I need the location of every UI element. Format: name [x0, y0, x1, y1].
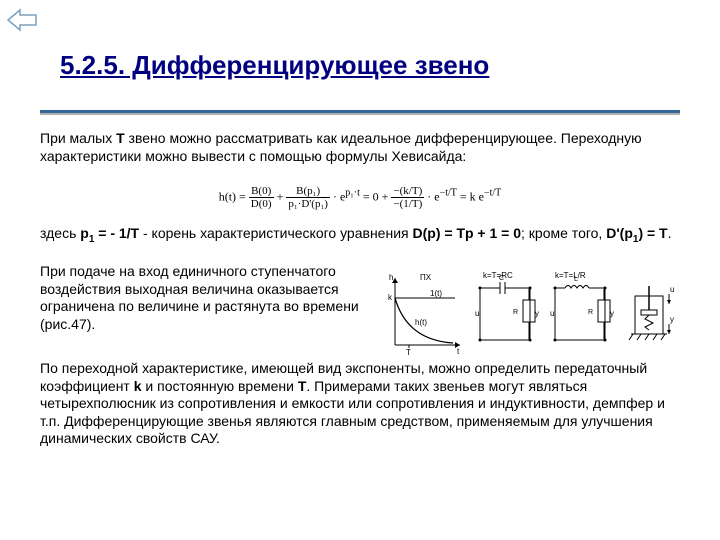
graph-title: ПХ [420, 273, 432, 282]
paragraph-conclusion: По переходной характеристике, имеющей ви… [40, 360, 680, 448]
svg-text:L: L [574, 276, 578, 283]
svg-text:R: R [588, 309, 593, 316]
svg-text:h(t): h(t) [415, 318, 427, 327]
svg-text:u: u [475, 309, 479, 318]
paragraph-step-response: При подаче на вход единичного ступенчато… [40, 263, 380, 333]
svg-text:1(t): 1(t) [430, 289, 442, 298]
rc-circuit: k=T=RC C R u y [475, 271, 539, 342]
damper-schematic: u y [629, 285, 674, 340]
svg-text:k=T=L/R: k=T=L/R [555, 271, 586, 280]
title-underline-shadow [40, 113, 680, 115]
svg-text:C: C [499, 275, 504, 282]
svg-text:k=T=RC: k=T=RC [483, 271, 513, 280]
svg-text:u: u [670, 285, 674, 294]
svg-text:R: R [513, 309, 518, 316]
rl-circuit: k=T=L/R L R u y [550, 271, 614, 342]
svg-text:y: y [610, 309, 614, 318]
paragraph-intro: При малых Т звено можно рассматривать ка… [40, 130, 680, 165]
frac-b0-d0: B(0) D(0) [249, 185, 274, 210]
frac-kt: −(k/T) −(1/T) [391, 185, 424, 210]
slide-title: 5.2.5. Дифференцирующее звено [60, 50, 489, 81]
svg-text:y: y [670, 315, 674, 324]
svg-text:t: t [457, 347, 460, 356]
frac-bp1-dp1: B(p₁) p₁·D'(p₁) [286, 185, 330, 210]
paragraph-root: здесь p1 = - 1/T - корень характеристиче… [40, 225, 680, 246]
ylabel: h [389, 273, 393, 282]
svg-text:u: u [550, 309, 554, 318]
svg-text:T: T [406, 348, 411, 357]
svg-text:k: k [388, 293, 393, 302]
step-response-graph: h ПХ 1(t) h(t) k T t [388, 273, 460, 357]
svg-text:y: y [535, 309, 539, 318]
back-arrow-icon[interactable] [6, 6, 44, 39]
formula-lhs: h(t) = [219, 189, 246, 203]
heaviside-formula: h(t) = B(0) D(0) + B(p₁) p₁·D'(p₁) · ep₁… [170, 185, 550, 210]
figure-47: h ПХ 1(t) h(t) k T t k=T=RC C [385, 270, 685, 358]
